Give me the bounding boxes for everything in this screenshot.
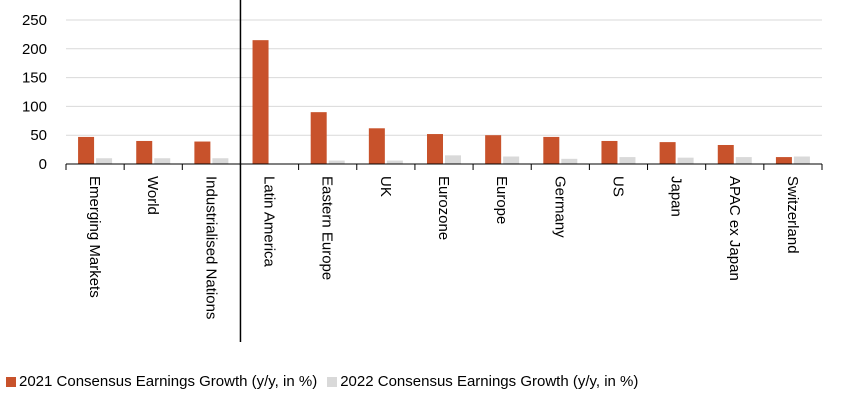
- y-tick-label: 150: [22, 70, 47, 87]
- bar-2021: [427, 134, 443, 164]
- bar-2021: [136, 140, 153, 164]
- bar-2021: [485, 135, 502, 164]
- category-label: Eastern Europe: [319, 176, 336, 280]
- category-label: Industrialised Nations: [202, 176, 219, 319]
- bar-2022: [677, 157, 694, 164]
- legend-swatch-2022: [327, 376, 338, 387]
- bar-2021: [543, 136, 560, 164]
- category-label: Eurozone: [435, 176, 452, 240]
- category-label: APAC ex Japan: [726, 176, 743, 281]
- legend-label-2021: 2021 Consensus Earnings Growth (y/y, in …: [19, 373, 318, 390]
- bar-2022: [561, 158, 578, 164]
- category-label: Emerging Markets: [86, 176, 103, 298]
- legend-label-2022: 2022 Consensus Earnings Growth (y/y, in …: [340, 373, 639, 390]
- bar-2021: [310, 112, 327, 164]
- y-tick-label: 200: [22, 41, 47, 58]
- bar-2022: [212, 158, 229, 164]
- category-labels: Emerging Markets World Industrialised Nati…: [86, 176, 801, 319]
- bar-chart: 0 50 100 150 200 250 Emerging Markets World Ind…: [22, 0, 823, 342]
- y-tick-label: 250: [22, 12, 47, 29]
- bar-2022: [735, 157, 752, 164]
- y-axis-ticks: 0 50 100 150 200 250: [22, 12, 47, 173]
- legend-swatch-2021: [6, 376, 16, 387]
- bar-2022: [96, 158, 113, 164]
- category-label: Europe: [493, 176, 510, 224]
- legend-item-2022: 2022 Consensus Earnings Growth (y/y, in …: [327, 373, 638, 390]
- category-label: UK: [377, 176, 394, 197]
- category-label: Germany: [551, 176, 568, 238]
- bar-2021: [368, 128, 385, 164]
- category-label: US: [609, 176, 626, 197]
- legend: 2021 Consensus Earnings Growth (y/y, in …: [6, 373, 648, 390]
- bar-2022: [503, 156, 520, 164]
- category-label: Latin America: [261, 176, 278, 268]
- bar-2021: [252, 40, 269, 164]
- y-tick-label: 100: [22, 98, 47, 115]
- x-axis: [65, 0, 823, 342]
- bar-2022: [328, 160, 345, 164]
- legend-item-2021: 2021 Consensus Earnings Growth (y/y, in …: [6, 373, 317, 390]
- bar-2022: [619, 157, 636, 164]
- bar-2021: [601, 140, 618, 164]
- bar-2021: [717, 144, 734, 164]
- bar-2021: [775, 157, 792, 164]
- bar-2022: [154, 158, 171, 164]
- category-label: Japan: [668, 176, 685, 217]
- bar-2022: [386, 160, 403, 164]
- bar-2021: [78, 136, 95, 164]
- gridlines: [66, 19, 822, 136]
- bar-2022: [445, 155, 461, 164]
- bar-2021: [194, 141, 211, 164]
- bar-2022: [793, 156, 810, 164]
- category-label: World: [144, 176, 161, 215]
- y-tick-label: 0: [39, 156, 47, 173]
- bar-2021: [659, 142, 676, 164]
- y-tick-label: 50: [30, 127, 47, 144]
- bars: [78, 40, 810, 164]
- category-label: Switzerland: [784, 176, 801, 254]
